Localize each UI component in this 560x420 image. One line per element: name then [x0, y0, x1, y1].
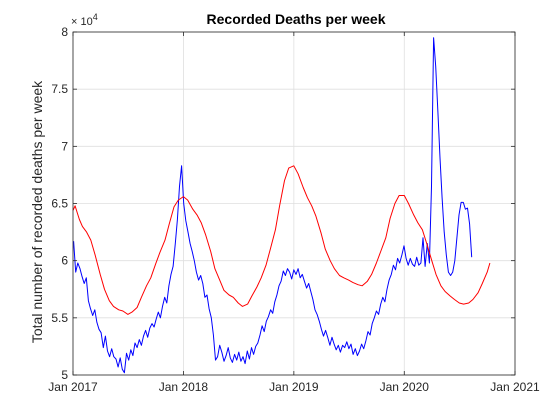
x-tick-label: Jan 2019 [269, 380, 319, 394]
series-line-red [72, 165, 491, 315]
x-tick-label: Jan 2020 [380, 380, 430, 394]
y-tick-label: 5 [61, 368, 68, 382]
y-tick-label: 8 [61, 25, 68, 39]
y-axis-label: Total number of recorded deaths per week [29, 80, 45, 343]
x-tick-labels: Jan 2017 Jan 2018 Jan 2019 Jan 2020 Jan 2021 [48, 380, 540, 394]
y-tick-label: 5.5 [51, 311, 68, 325]
x-tick-label: Jan 2017 [48, 380, 98, 394]
ticks [72, 31, 516, 376]
y-axis-exponent-base: × 10 [71, 16, 93, 28]
y-tick-label: 6 [61, 254, 68, 268]
series-layer [72, 37, 491, 374]
y-axis-exponent-power: 4 [93, 12, 98, 22]
x-tick-label: Jan 2018 [159, 380, 209, 394]
x-tick-label: Jan 2021 [490, 380, 540, 394]
y-tick-labels: 5 5.5 6 6.5 7 7.5 8 [51, 25, 68, 382]
y-tick-label: 7 [61, 139, 68, 153]
y-tick-label: 6.5 [51, 197, 68, 211]
series-line-blue [73, 37, 473, 374]
chart-title: Recorded Deaths per week [207, 11, 386, 27]
y-axis-exponent: × 104 [71, 12, 98, 28]
y-tick-label: 7.5 [51, 82, 68, 96]
